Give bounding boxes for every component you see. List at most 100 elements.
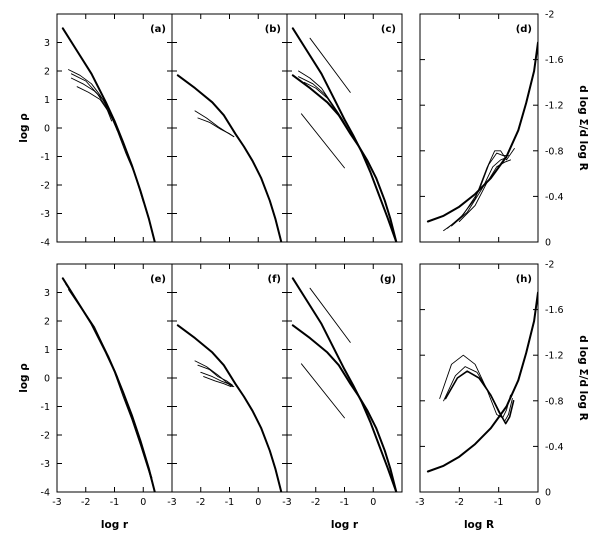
series-line-h-3 <box>444 370 515 425</box>
panel-frame <box>171 263 288 493</box>
series-line-e-0 <box>61 277 156 492</box>
series-line-d-2 <box>447 152 509 229</box>
y-tick-label: -3 <box>41 209 50 220</box>
series-group <box>291 27 398 242</box>
x-tick-label: -1 <box>494 497 503 508</box>
panel-frame <box>419 13 539 243</box>
panel-tag: (g) <box>380 274 396 285</box>
y-tick-label: 0 <box>545 238 551 249</box>
series-line-c-4 <box>303 81 345 125</box>
y-tick-label: -2 <box>545 260 554 271</box>
series-line-a-1 <box>68 69 144 203</box>
x-tick-label: -3 <box>52 497 61 508</box>
x-tick-label: -1 <box>340 497 349 508</box>
series-line-f-3 <box>200 371 233 388</box>
series-line-f-2 <box>197 364 233 386</box>
y-tick-label: -4 <box>41 238 50 249</box>
x-tick-label: -2 <box>196 497 205 508</box>
series-line-e-1 <box>65 283 156 492</box>
series-line-f-4 <box>203 376 232 388</box>
series-group <box>176 74 283 242</box>
y-tick-label: 3 <box>44 38 50 49</box>
x-tick-label: -2 <box>455 497 464 508</box>
y-tick-label: -1.6 <box>545 305 564 316</box>
y-tick-label: -1.2 <box>545 101 564 112</box>
panel-tag: (h) <box>516 274 532 285</box>
panel-b: (b) <box>171 13 288 243</box>
panel-frame <box>419 263 539 493</box>
x-tick-label: 0 <box>255 497 261 508</box>
x-tick-label: -3 <box>415 497 424 508</box>
series-line-b-0 <box>176 74 283 242</box>
series-line-c-6 <box>300 113 345 169</box>
panel-h: -3 -2 -1 00 -0.4 -0.8 -1.2 -1.6 -2 (h) d log Σ/d l… <box>415 260 589 532</box>
y-tick-label: 0 <box>44 374 50 385</box>
series-line-g-3 <box>300 363 345 419</box>
y-tick-label: -0.4 <box>545 192 564 203</box>
panel-tag: (c) <box>381 24 396 35</box>
y-tick-label: 1 <box>44 345 50 356</box>
y-tick-label: -1 <box>41 152 50 163</box>
series-line-c-2 <box>298 70 348 130</box>
panel-tag: (a) <box>150 24 166 35</box>
x-tick-label: 0 <box>140 497 146 508</box>
panel-tag: (e) <box>150 274 166 285</box>
y-axis-label: log ρ <box>18 113 30 143</box>
series-line-a-4 <box>70 73 113 122</box>
series-line-c-1 <box>291 74 398 242</box>
series-line-b-2 <box>197 117 235 138</box>
series-group <box>291 277 398 492</box>
series-line-c-0 <box>291 27 398 242</box>
y-axis-label: log ρ <box>18 363 30 393</box>
x-tick-label: -2 <box>81 497 90 508</box>
y-tick-label: -1 <box>41 402 50 413</box>
series-line-d-4 <box>458 159 511 222</box>
x-tick-label: -2 <box>311 497 320 508</box>
series-line-a-3 <box>76 86 115 125</box>
series-line-c-5 <box>309 37 351 93</box>
x-tick-label: 0 <box>535 497 541 508</box>
x-axis-label: log r <box>101 519 129 531</box>
y-tick-label: -2 <box>41 431 50 442</box>
panel-tag: (b) <box>265 24 281 35</box>
panel-tag: (d) <box>516 24 532 35</box>
series-group <box>61 27 156 242</box>
panel-d: 0 -0.4 -0.8 -1.2 -1.6 -2 (d) d log Σ/d log R <box>419 10 589 249</box>
y-tick-label: 2 <box>44 317 50 328</box>
panel-f: -3 -2 -1 0 (f) <box>167 263 288 508</box>
x-axis-label: log r <box>331 519 359 531</box>
series-group <box>176 324 283 492</box>
series-line-g-0 <box>291 277 398 492</box>
y-tick-label: 0 <box>44 124 50 135</box>
y-axis-label: d log Σ/d log R <box>577 335 589 420</box>
series-line-e-2 <box>68 289 153 479</box>
y-tick-label: 1 <box>44 95 50 106</box>
y-tick-label: -0.4 <box>545 442 564 453</box>
series-group <box>426 41 538 232</box>
series-line-d-0 <box>426 41 538 223</box>
y-tick-label: -1.2 <box>545 351 564 362</box>
series-line-g-2 <box>309 287 351 343</box>
y-tick-label: 2 <box>44 67 50 78</box>
panel-a: -4 -3 -2 -1 0 1 2 3 (a) log ρ <box>18 13 173 249</box>
series-line-d-3 <box>451 157 507 227</box>
y-tick-label: -2 <box>545 10 554 21</box>
x-tick-label: 0 <box>370 497 376 508</box>
x-tick-label: -1 <box>225 497 234 508</box>
series-line-f-1 <box>194 360 235 388</box>
series-line-h-0 <box>426 291 538 473</box>
x-axis-label: log R <box>464 519 494 531</box>
series-group <box>61 277 156 492</box>
series-line-a-2 <box>70 77 118 132</box>
series-line-a-0 <box>61 27 156 242</box>
y-tick-label: -4 <box>41 488 50 499</box>
series-line-f-0 <box>176 324 283 492</box>
y-tick-label: -1.6 <box>545 55 564 66</box>
x-tick-label: -3 <box>167 497 176 508</box>
panel-c: (c) <box>286 13 403 243</box>
panel-g: -3 -2 -1 0 (g) log r <box>282 263 403 531</box>
y-tick-label: -3 <box>41 459 50 470</box>
